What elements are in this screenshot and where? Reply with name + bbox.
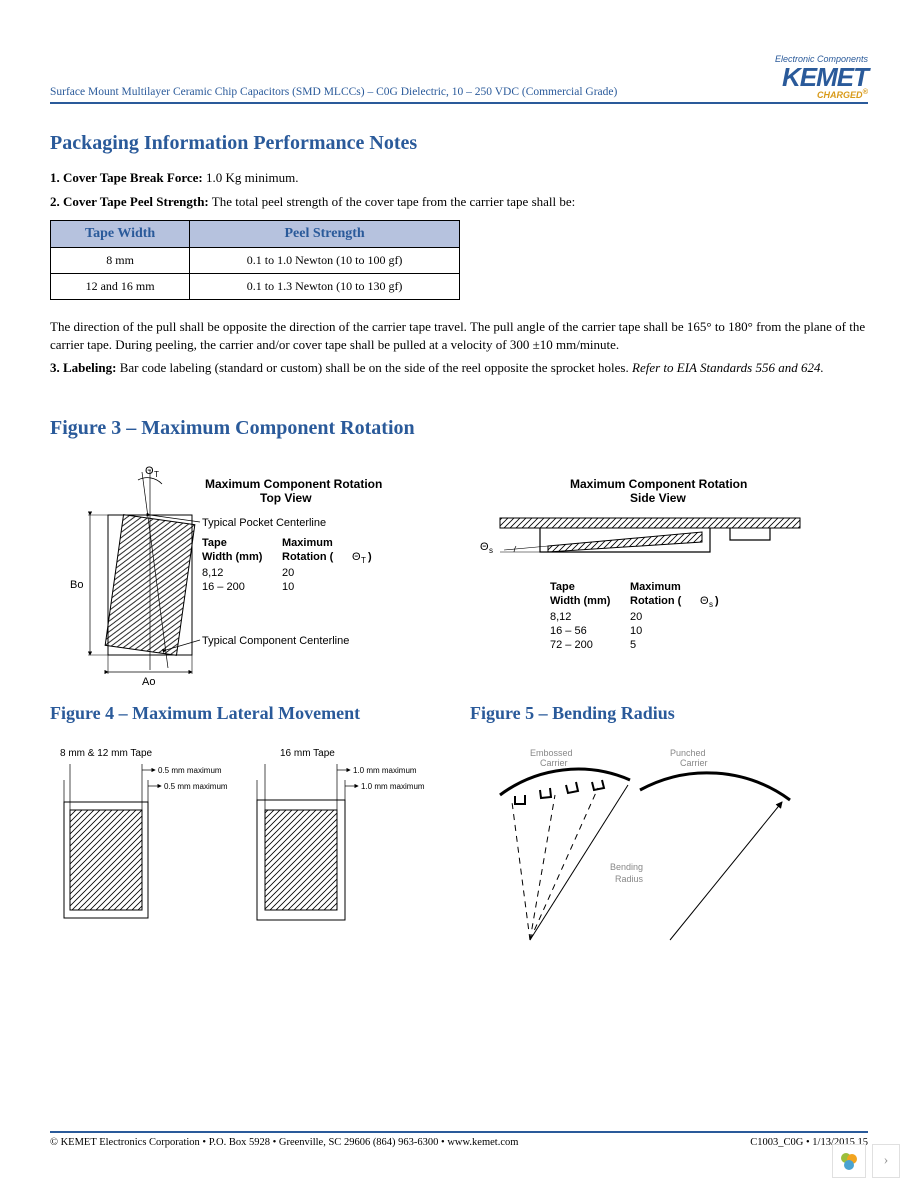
table-row: 12 and 16 mm 0.1 to 1.3 Newton (10 to 13… bbox=[51, 274, 460, 300]
fig4-title: Figure 4 – Maximum Lateral Movement bbox=[50, 703, 430, 724]
svg-text:Rotation (: Rotation ( bbox=[282, 551, 334, 563]
svg-text:Maximum Component Rotation: Maximum Component Rotation bbox=[570, 477, 747, 491]
svg-text:Bo: Bo bbox=[70, 579, 83, 591]
note-2: 2. Cover Tape Peel Strength: The total p… bbox=[50, 193, 868, 211]
svg-text:Typical Component Centerline: Typical Component Centerline bbox=[202, 635, 349, 647]
chevron-right-icon: › bbox=[884, 1153, 889, 1169]
nav-logo-icon[interactable] bbox=[832, 1144, 866, 1178]
table-header-width: Tape Width bbox=[51, 221, 190, 248]
svg-text:0.5 mm maximum: 0.5 mm maximum bbox=[158, 766, 222, 775]
peel-strength-table: Tape Width Peel Strength 8 mm 0.1 to 1.0… bbox=[50, 220, 460, 300]
svg-text:Θ: Θ bbox=[700, 595, 709, 607]
svg-text:T: T bbox=[361, 556, 366, 565]
note-3: 3. Labeling: Bar code labeling (standard… bbox=[50, 359, 868, 377]
fig3-row: ΘT Maximum Component Rotation Top View T… bbox=[50, 460, 868, 693]
svg-text:1.0 mm maximum: 1.0 mm maximum bbox=[361, 782, 425, 791]
nav-widget: › bbox=[832, 1144, 900, 1178]
table-row: 8 mm 0.1 to 1.0 Newton (10 to 100 gf) bbox=[51, 248, 460, 274]
svg-text:Typical Pocket Centerline: Typical Pocket Centerline bbox=[202, 517, 326, 529]
svg-text:Tape: Tape bbox=[550, 581, 575, 593]
footer-left: © KEMET Electronics Corporation • P.O. B… bbox=[50, 1137, 518, 1148]
fig5-title: Figure 5 – Bending Radius bbox=[470, 703, 870, 724]
fig5-svg: Embossed Carrier Punched Carrier bbox=[470, 740, 870, 950]
svg-text:Radius: Radius bbox=[615, 874, 644, 884]
doc-title: Surface Mount Multilayer Ceramic Chip Ca… bbox=[50, 86, 617, 100]
svg-text:10: 10 bbox=[282, 581, 294, 593]
fig3-top-view: ΘT Maximum Component Rotation Top View T… bbox=[50, 460, 430, 693]
nav-next-button[interactable]: › bbox=[872, 1144, 900, 1178]
page-header: Surface Mount Multilayer Ceramic Chip Ca… bbox=[50, 55, 868, 104]
fig3-side-view: Maximum Component Rotation Side View Θs … bbox=[470, 460, 870, 693]
svg-text:20: 20 bbox=[630, 611, 642, 623]
svg-text:16 – 56: 16 – 56 bbox=[550, 625, 587, 637]
fig5: Figure 5 – Bending Radius Embossed Carri… bbox=[470, 703, 870, 954]
svg-text:16 – 200: 16 – 200 bbox=[202, 581, 245, 593]
svg-text:Embossed: Embossed bbox=[530, 748, 573, 758]
table-header-strength: Peel Strength bbox=[190, 221, 460, 248]
svg-text:Bending: Bending bbox=[610, 862, 643, 872]
direction-paragraph: The direction of the pull shall be oppos… bbox=[50, 318, 868, 353]
svg-text:Ao: Ao bbox=[142, 676, 155, 688]
svg-text:Carrier: Carrier bbox=[540, 758, 568, 768]
fig4: Figure 4 – Maximum Lateral Movement 8 mm… bbox=[50, 703, 430, 954]
svg-text:72 – 200: 72 – 200 bbox=[550, 639, 593, 651]
svg-text:Side View: Side View bbox=[630, 491, 686, 505]
fig3-title: Figure 3 – Maximum Component Rotation bbox=[50, 417, 868, 440]
svg-text:1.0 mm maximum: 1.0 mm maximum bbox=[353, 766, 417, 775]
svg-text:Θ: Θ bbox=[145, 465, 154, 477]
fig3-side-svg: Maximum Component Rotation Side View Θs … bbox=[470, 460, 870, 690]
svg-text:16 mm Tape: 16 mm Tape bbox=[280, 748, 335, 759]
svg-text:Θ: Θ bbox=[352, 551, 361, 563]
svg-text:10: 10 bbox=[630, 625, 642, 637]
svg-text:Tape: Tape bbox=[202, 537, 227, 549]
page-footer: © KEMET Electronics Corporation • P.O. B… bbox=[50, 1131, 868, 1148]
svg-text:5: 5 bbox=[630, 639, 636, 651]
fig3-top-svg: ΘT Maximum Component Rotation Top View T… bbox=[50, 460, 430, 690]
svg-text:Maximum: Maximum bbox=[282, 537, 333, 549]
svg-text:s: s bbox=[709, 600, 713, 609]
svg-text:Maximum Component Rotation: Maximum Component Rotation bbox=[205, 477, 382, 491]
fig4-svg: 8 mm & 12 mm Tape 0.5 mm maximum 0.5 mm … bbox=[50, 740, 430, 940]
section-title-packaging: Packaging Information Performance Notes bbox=[50, 132, 868, 155]
svg-text:8,12: 8,12 bbox=[550, 611, 571, 623]
svg-text:T: T bbox=[154, 470, 159, 479]
brand-logo: Electronic Components KEMET CHARGED® bbox=[775, 55, 868, 100]
svg-text:Punched: Punched bbox=[670, 748, 706, 758]
svg-text:Top View: Top View bbox=[260, 491, 312, 505]
svg-text:s: s bbox=[489, 546, 493, 555]
svg-text:0.5 mm maximum: 0.5 mm maximum bbox=[164, 782, 228, 791]
svg-text:Maximum: Maximum bbox=[630, 581, 681, 593]
svg-text:): ) bbox=[715, 595, 719, 607]
note-1: 1. Cover Tape Break Force: 1.0 Kg minimu… bbox=[50, 169, 868, 187]
svg-text:8,12: 8,12 bbox=[202, 567, 223, 579]
svg-text:Rotation (: Rotation ( bbox=[630, 595, 682, 607]
fig45-row: Figure 4 – Maximum Lateral Movement 8 mm… bbox=[50, 703, 868, 954]
svg-text:Width (mm): Width (mm) bbox=[202, 551, 263, 563]
svg-text:20: 20 bbox=[282, 567, 294, 579]
svg-text:8 mm & 12 mm Tape: 8 mm & 12 mm Tape bbox=[60, 748, 153, 759]
svg-text:Carrier: Carrier bbox=[680, 758, 708, 768]
svg-text:Width (mm): Width (mm) bbox=[550, 595, 611, 607]
svg-text:Θ: Θ bbox=[480, 541, 489, 553]
svg-text:): ) bbox=[368, 551, 372, 563]
